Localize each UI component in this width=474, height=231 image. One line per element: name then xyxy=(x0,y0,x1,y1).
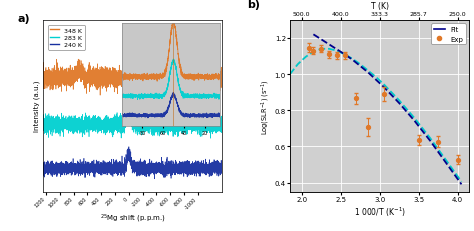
Legend: Fit, Exp: Fit, Exp xyxy=(431,24,466,45)
X-axis label: T (K): T (K) xyxy=(371,2,389,11)
X-axis label: 1 000/T (K$^{-1}$): 1 000/T (K$^{-1}$) xyxy=(354,205,406,218)
Text: b): b) xyxy=(247,0,260,10)
Legend: 348 K, 283 K, 240 K: 348 K, 283 K, 240 K xyxy=(47,26,85,50)
X-axis label: $^{25}$Mg shift (p.p.m.): $^{25}$Mg shift (p.p.m.) xyxy=(100,212,165,225)
Y-axis label: Log(SLR$^{-1}$) (s$^{-1}$): Log(SLR$^{-1}$) (s$^{-1}$) xyxy=(260,78,272,134)
Text: a): a) xyxy=(18,14,30,24)
Y-axis label: Intensity (a.u.): Intensity (a.u.) xyxy=(33,81,40,132)
